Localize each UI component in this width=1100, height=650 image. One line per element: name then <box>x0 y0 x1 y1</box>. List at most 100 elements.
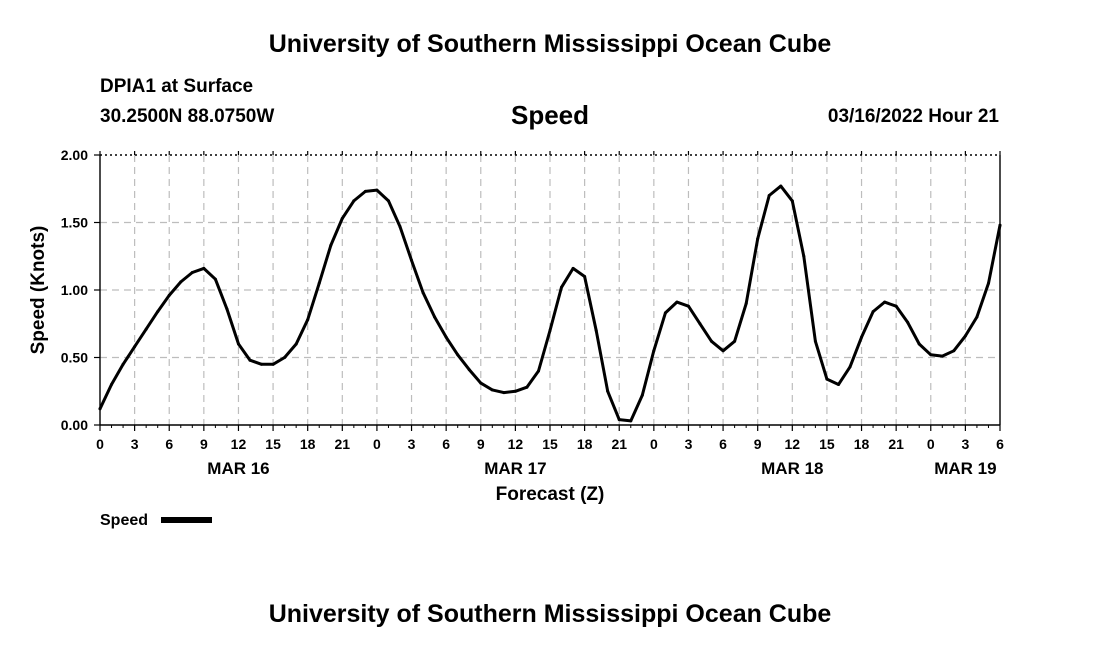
speed-point <box>144 327 148 331</box>
speed-point <box>825 377 829 381</box>
speed-point <box>306 318 310 322</box>
speed-point <box>733 339 737 343</box>
speed-point <box>675 300 679 304</box>
speed-point <box>640 393 644 397</box>
speed-point <box>998 223 1002 227</box>
speed-point <box>502 391 506 395</box>
chart-grid <box>100 155 1000 425</box>
speed-point <box>963 334 967 338</box>
speed-point <box>179 280 183 284</box>
speed-point <box>756 237 760 241</box>
speed-point <box>583 275 587 278</box>
chart-series <box>98 184 1002 423</box>
speed-point <box>767 194 771 197</box>
date-label: MAR 19 <box>934 459 996 478</box>
speed-point <box>213 277 217 281</box>
speed-point <box>260 362 263 366</box>
speed-point <box>687 304 690 308</box>
y-tick-label: 0.50 <box>61 350 88 366</box>
speed-point <box>617 418 621 422</box>
x-tick-label: 12 <box>508 436 524 452</box>
speed-point <box>133 345 137 349</box>
speed-point <box>779 184 783 188</box>
coordinates-label: 30.2500N 88.0750W <box>100 106 275 127</box>
speed-point <box>906 320 910 324</box>
speed-point <box>721 349 725 353</box>
speed-point <box>548 329 552 332</box>
x-tick-label: 0 <box>373 436 381 452</box>
y-tick-label: 1.50 <box>61 215 88 231</box>
x-tick-label: 9 <box>477 436 485 452</box>
x-tick-label: 6 <box>719 436 727 452</box>
speed-point <box>860 335 863 339</box>
chart-title: Speed <box>510 100 590 130</box>
speed-point <box>444 335 448 339</box>
chart-labels: 0.00 0.50 1.00 1.50 2.00 0 3 6 9 12 15 18 21 0 3 6 9 12 15… <box>28 147 1004 529</box>
x-tick-label: 15 <box>265 436 281 452</box>
speed-point <box>571 266 575 270</box>
speed-point <box>987 281 990 285</box>
speed-point <box>513 389 517 393</box>
station-label: DPIA1 at Surface <box>100 76 254 97</box>
speed-point <box>837 383 840 386</box>
x-axis-label: Forecast (Z) <box>496 484 605 505</box>
speed-point <box>698 322 702 326</box>
x-tick-label: 6 <box>996 436 1004 452</box>
speed-point <box>663 311 667 315</box>
page-title: University of Southern Mississippi Ocean… <box>268 30 832 58</box>
speed-point <box>940 354 944 358</box>
speed-point <box>352 199 356 203</box>
speed-point <box>790 199 794 203</box>
speed-point <box>248 358 252 362</box>
x-tick-label: 21 <box>611 436 627 452</box>
speed-point <box>525 385 529 389</box>
speed-point <box>433 315 437 319</box>
speed-point <box>490 388 494 392</box>
speed-point <box>410 258 413 262</box>
x-tick-label: 9 <box>754 436 762 452</box>
x-tick-label: 15 <box>542 436 558 452</box>
speed-point <box>975 315 979 319</box>
speed-point <box>560 285 563 289</box>
date-label: MAR 17 <box>484 459 546 478</box>
speed-point <box>421 291 425 295</box>
speed-point <box>202 266 206 270</box>
speed-point <box>387 199 390 203</box>
speed-point <box>398 225 402 229</box>
legend-label: Speed <box>100 512 148 529</box>
x-tick-label: 18 <box>577 436 593 452</box>
speed-point <box>363 189 367 193</box>
speed-point <box>340 216 344 220</box>
footer-title: University of Southern Mississippi Ocean… <box>268 600 832 628</box>
x-tick-label: 21 <box>888 436 904 452</box>
speed-point <box>594 329 598 332</box>
speed-point <box>917 342 921 346</box>
speed-point <box>813 339 817 343</box>
speed-point <box>848 365 852 369</box>
speed-point <box>121 362 125 366</box>
speed-point <box>317 281 321 285</box>
x-tick-label: 15 <box>819 436 835 452</box>
speed-point <box>606 389 610 393</box>
speed-point <box>456 353 460 357</box>
y-tick-label: 1.00 <box>61 282 88 298</box>
speed-point <box>929 353 933 357</box>
x-tick-label: 0 <box>96 436 104 452</box>
speed-point <box>952 349 956 353</box>
speed-point <box>98 407 102 411</box>
speed-point <box>744 302 748 305</box>
speed-point <box>467 368 471 372</box>
x-tick-label: 3 <box>685 436 693 452</box>
speed-point <box>329 243 333 247</box>
y-axis-label: Speed (Knots) <box>28 226 49 355</box>
speed-point <box>802 254 806 258</box>
speed-point <box>894 304 898 308</box>
speed-point <box>375 188 379 192</box>
x-tick-label: 12 <box>231 436 247 452</box>
x-tick-label: 6 <box>165 436 173 452</box>
speed-point <box>167 293 171 297</box>
x-tick-label: 3 <box>131 436 139 452</box>
x-tick-label: 3 <box>961 436 969 452</box>
date-label: MAR 18 <box>761 459 823 478</box>
